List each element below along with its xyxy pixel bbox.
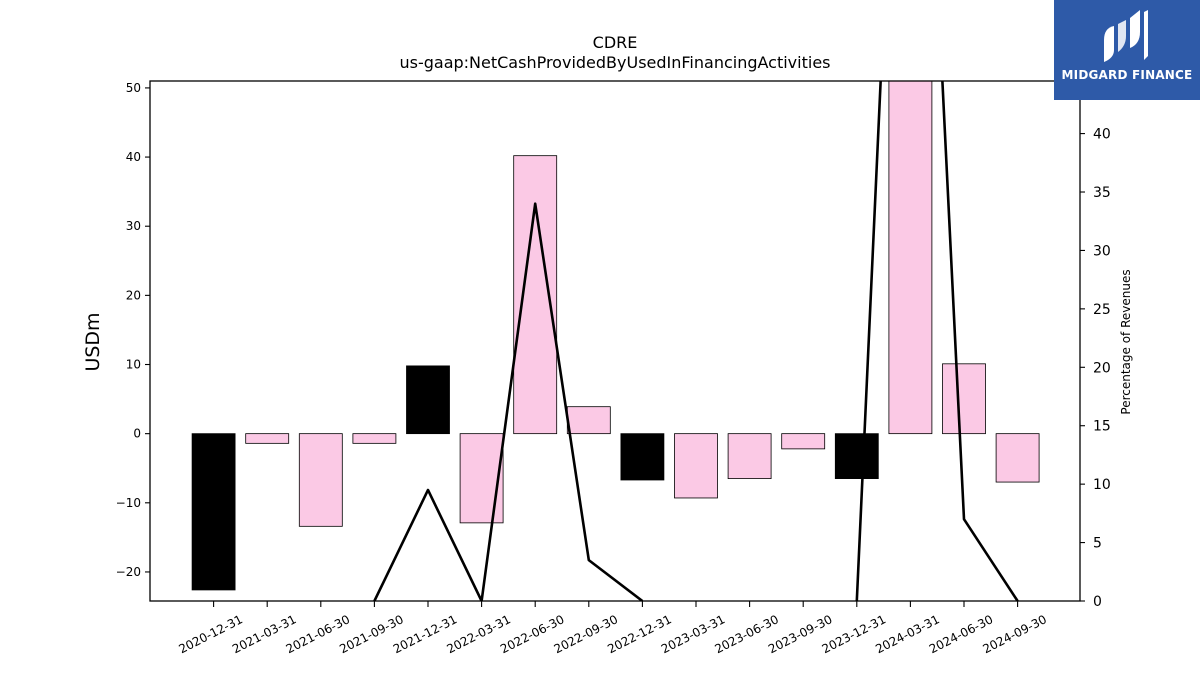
y2-axis-label: Percentage of Revenues xyxy=(1119,269,1133,414)
y2-tick-label: 10 xyxy=(1093,477,1111,493)
y2-tick-label: 25 xyxy=(1093,302,1111,318)
y-tick-label: 40 xyxy=(126,150,141,164)
bar-2021-09-30 xyxy=(352,433,397,444)
bar-2021-06-30 xyxy=(298,433,343,527)
bar-2023-06-30 xyxy=(727,433,772,480)
y-tick-label: 20 xyxy=(126,288,141,302)
y2-tick-label: 0 xyxy=(1093,594,1102,610)
bar-2023-09-30 xyxy=(781,433,826,450)
bar-2022-06-30 xyxy=(513,155,558,435)
bar-2020-12-31 xyxy=(191,433,236,591)
y-tick-label: −10 xyxy=(116,496,141,510)
bar-2021-03-31 xyxy=(245,433,290,444)
y-tick-label: 10 xyxy=(126,358,141,372)
plot-frame xyxy=(149,80,1081,602)
bar-2024-06-30 xyxy=(942,363,986,435)
bar-2023-03-31 xyxy=(674,433,718,499)
y-tick-label: 30 xyxy=(126,219,141,233)
y2-tick-label: 20 xyxy=(1093,360,1111,376)
y2-tick-label: 40 xyxy=(1093,127,1111,143)
bar-2022-09-30 xyxy=(566,406,611,435)
y-tick-label: 0 xyxy=(133,427,141,441)
brand-logo: MIDGARD FINANCE xyxy=(1054,0,1200,100)
percentage-line-segment xyxy=(373,202,644,601)
y-tick-label: 50 xyxy=(126,81,141,95)
y-axis-label: USDm xyxy=(82,312,104,371)
chart-subtitle: us-gaap:NetCashProvidedByUsedInFinancing… xyxy=(399,53,830,72)
bar-2021-12-31 xyxy=(406,365,450,435)
logo-text: MIDGARD FINANCE xyxy=(1061,68,1193,82)
y2-tick-label: 15 xyxy=(1093,419,1111,435)
bar-2022-12-31 xyxy=(620,433,665,481)
bar-2024-03-31 xyxy=(888,81,933,435)
y2-tick-label: 5 xyxy=(1093,536,1102,552)
bar-2023-12-31 xyxy=(834,433,879,480)
bar-2024-09-30 xyxy=(995,433,1040,483)
chart-title: CDRE xyxy=(593,33,638,52)
percentage-line-segment xyxy=(855,81,1019,601)
midgard-logo-icon xyxy=(1104,10,1148,62)
bar-2022-03-31 xyxy=(459,433,504,524)
y2-tick-label: 35 xyxy=(1093,185,1111,201)
y-tick-label: −20 xyxy=(116,565,141,579)
y2-tick-label: 30 xyxy=(1093,243,1111,259)
